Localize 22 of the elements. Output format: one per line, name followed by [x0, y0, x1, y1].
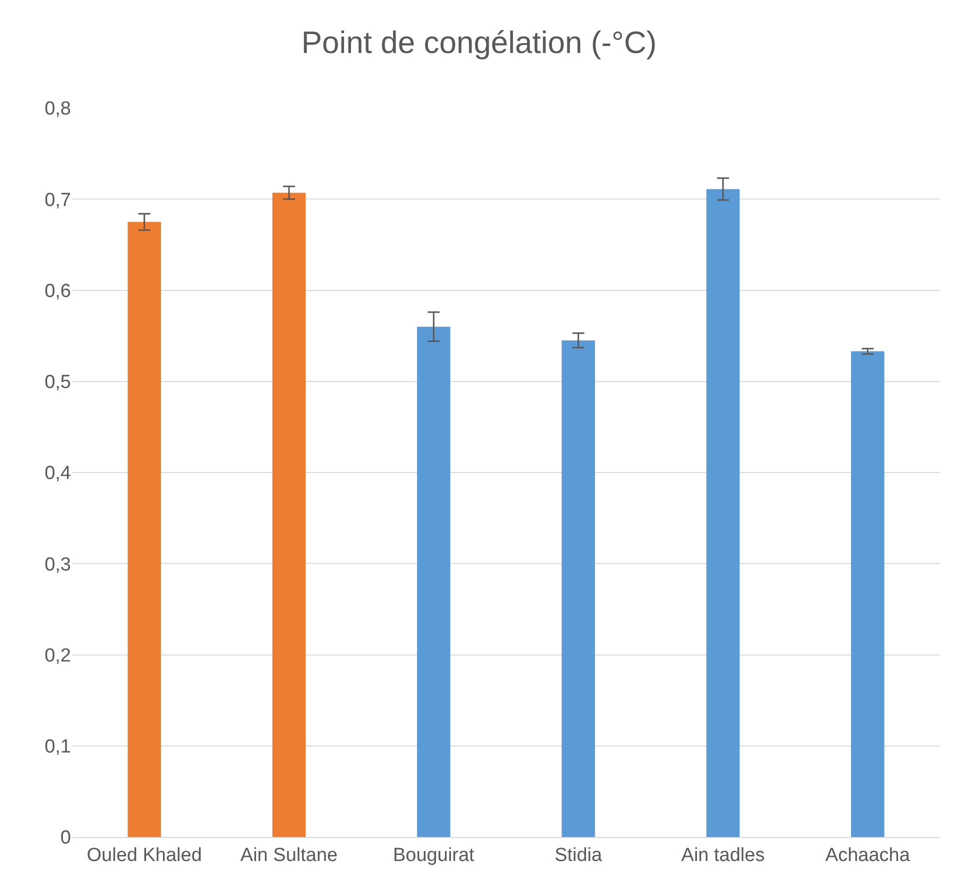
y-tick-label: 0,6	[44, 280, 71, 302]
bar	[272, 192, 306, 837]
bar	[417, 326, 450, 837]
y-tick-label: 0,8	[44, 98, 71, 120]
x-tick-label: Bouguirat	[393, 844, 476, 866]
x-tick-label: Stidia	[554, 844, 603, 866]
x-tick-label: Ain Sultane	[240, 844, 338, 866]
x-tick-label: Ouled Khaled	[86, 844, 202, 866]
bar	[851, 351, 884, 837]
chart-title: Point de congélation (-°C)	[301, 24, 657, 60]
y-tick-label: 0,1	[44, 736, 71, 758]
bar	[706, 189, 740, 837]
y-tick-label: 0,4	[44, 463, 72, 484]
x-tick-label: Achaacha	[825, 844, 910, 866]
y-tick-label: 0	[60, 828, 71, 849]
y-tick-label: 0,7	[44, 190, 71, 211]
bar	[128, 222, 161, 837]
bar	[562, 340, 595, 837]
y-tick-label: 0,2	[44, 645, 71, 666]
y-tick-label: 0,3	[44, 554, 71, 576]
x-tick-label: Ain tadles	[681, 844, 765, 866]
y-tick-label: 0,5	[44, 372, 71, 394]
